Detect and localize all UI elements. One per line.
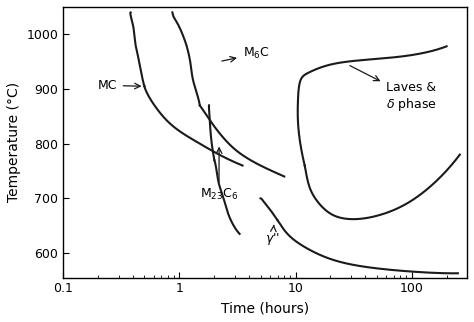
Y-axis label: Temperature (°C): Temperature (°C) — [7, 82, 21, 202]
Text: $\gamma$'': $\gamma$'' — [265, 225, 281, 247]
Text: Laves &
$\delta$ phase: Laves & $\delta$ phase — [350, 66, 437, 113]
Text: MC: MC — [98, 79, 140, 92]
X-axis label: Time (hours): Time (hours) — [221, 301, 309, 315]
Text: M$_6$C: M$_6$C — [222, 46, 270, 62]
Text: M$_{23}$C$_6$: M$_{23}$C$_6$ — [200, 148, 238, 203]
